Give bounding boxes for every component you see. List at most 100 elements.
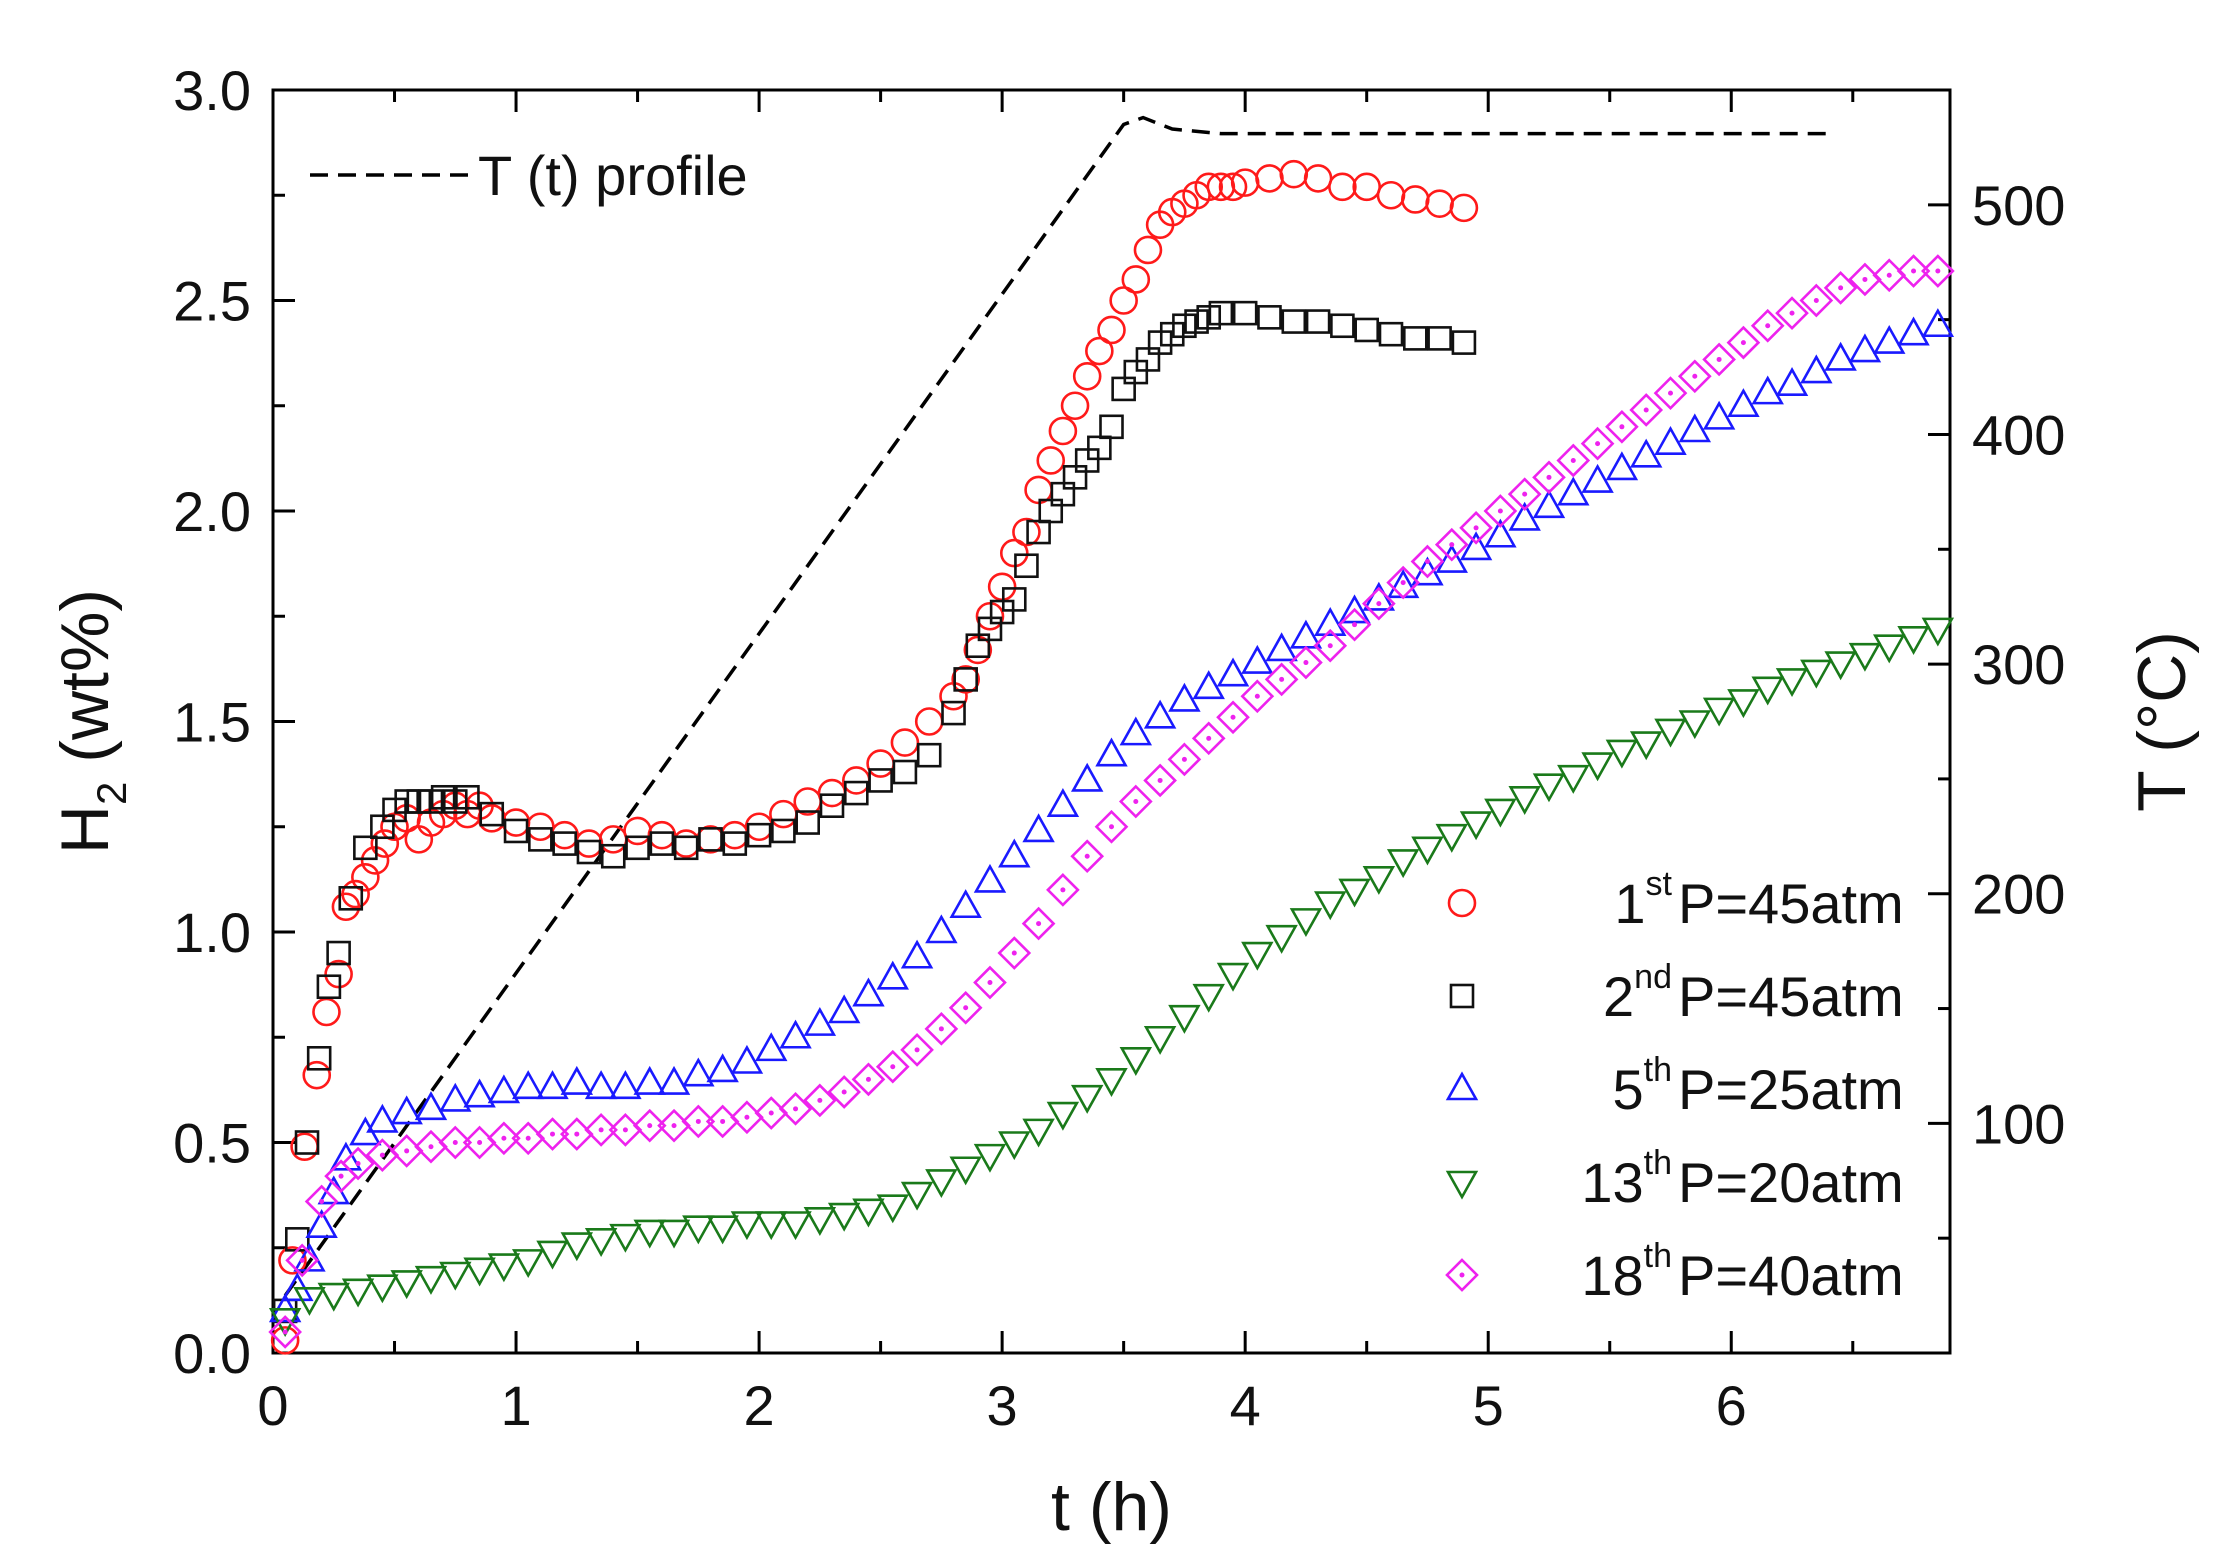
- data-point: [632, 1108, 667, 1143]
- data-point-outline: [1726, 325, 1761, 360]
- data-point: [951, 665, 980, 694]
- data-point: [294, 1130, 320, 1155]
- data-point: [1727, 388, 1760, 418]
- data-point-outline: [535, 1117, 570, 1151]
- data-point-outline: [1337, 607, 1372, 642]
- data-point: [329, 1141, 363, 1171]
- temperature-profile-line: [283, 115, 1829, 1297]
- data-point-outline: [1240, 679, 1275, 714]
- data-point: [414, 1265, 448, 1295]
- data-point: [317, 1282, 350, 1312]
- data-point: [1167, 742, 1202, 777]
- data-point: [341, 1278, 375, 1308]
- data-point: [1726, 325, 1761, 360]
- data-point: [574, 829, 604, 858]
- data-point-outline: [1921, 254, 1955, 288]
- data-point: [316, 974, 342, 1000]
- data-point: [657, 1065, 691, 1095]
- data-point: [1255, 164, 1284, 193]
- data-point: [511, 1249, 545, 1279]
- data-point: [338, 886, 364, 911]
- y2-axis-title: T (°C): [2124, 631, 2200, 812]
- data-point: [1378, 321, 1404, 347]
- data-point: [1459, 531, 1493, 561]
- data-point: [1427, 326, 1452, 351]
- data-point: [487, 1121, 521, 1156]
- data-point: [730, 1211, 764, 1241]
- data-point: [1459, 811, 1493, 841]
- data-point: [1435, 823, 1468, 853]
- data-point: [1508, 785, 1541, 815]
- data-point-dot: [1668, 390, 1673, 396]
- data-point: [501, 808, 531, 837]
- data-point: [819, 793, 845, 819]
- data-point: [1921, 308, 1955, 338]
- data-point-dot: [744, 1114, 750, 1120]
- data-point: [404, 825, 434, 854]
- data-point: [302, 1060, 332, 1090]
- data-point-outline: [875, 1049, 910, 1084]
- data-point: [730, 1044, 764, 1074]
- data-point: [1362, 865, 1396, 895]
- series-1-points: [272, 300, 1477, 1324]
- data-point: [771, 818, 796, 844]
- data-point-outline: [632, 1108, 667, 1143]
- data-point: [914, 707, 944, 736]
- data-point: [439, 1082, 472, 1112]
- data-point: [584, 1113, 618, 1147]
- x-tick-label: 2: [744, 1374, 775, 1437]
- data-point: [1216, 962, 1250, 992]
- data-point: [1097, 315, 1126, 345]
- data-point-dot: [890, 1064, 896, 1070]
- data-point-outline: [1021, 906, 1056, 941]
- data-point-dot: [452, 1140, 458, 1145]
- data-point: [1168, 1004, 1201, 1034]
- data-point: [414, 1091, 448, 1121]
- data-point: [1775, 668, 1809, 698]
- data-point: [1872, 258, 1907, 293]
- data-point: [673, 835, 699, 861]
- data-point: [270, 1326, 300, 1355]
- data-point: [1072, 361, 1102, 391]
- data-point: [900, 1033, 934, 1067]
- data-point: [1654, 718, 1687, 748]
- data-point-dot: [817, 1097, 823, 1103]
- x-tick-label: 0: [257, 1374, 288, 1437]
- data-point: [1133, 235, 1163, 265]
- data-point: [268, 1315, 302, 1349]
- legend-cycle-suffix: th: [1644, 1237, 1672, 1275]
- data-point: [1921, 254, 1955, 288]
- legend-cycle-number: 1: [1614, 872, 1645, 935]
- data-point-outline: [1289, 645, 1323, 680]
- data-point-outline: [1605, 409, 1639, 444]
- data-point: [324, 1159, 358, 1194]
- data-point: [1338, 878, 1371, 908]
- data-point: [1459, 511, 1493, 545]
- legend-cycle-suffix: nd: [1634, 958, 1672, 996]
- data-point: [842, 766, 871, 795]
- data-point: [949, 1156, 982, 1186]
- data-point-dot: [574, 1131, 580, 1137]
- data-point: [1191, 721, 1226, 756]
- data-point: [696, 825, 725, 854]
- legend-label-cycle: 13th: [1581, 1144, 1672, 1214]
- data-point: [1800, 354, 1833, 384]
- data-point: [948, 990, 983, 1025]
- data-point: [1085, 336, 1114, 366]
- data-point-dot: [338, 1173, 344, 1179]
- x-tick-label: 3: [987, 1374, 1018, 1437]
- data-point-dot: [1838, 285, 1844, 291]
- data-point-dot: [720, 1118, 726, 1124]
- data-point: [1677, 359, 1712, 394]
- data-point: [1352, 172, 1381, 202]
- data-point: [1281, 309, 1307, 334]
- data-point: [924, 1011, 959, 1046]
- data-point-outline: [1216, 700, 1250, 735]
- data-point: [803, 1083, 837, 1118]
- y-axis-title-subscript: 2: [88, 782, 135, 805]
- data-point: [487, 1074, 521, 1104]
- data-point-dot: [1230, 714, 1236, 720]
- data-point: [1022, 1118, 1055, 1148]
- data-point: [609, 1070, 642, 1100]
